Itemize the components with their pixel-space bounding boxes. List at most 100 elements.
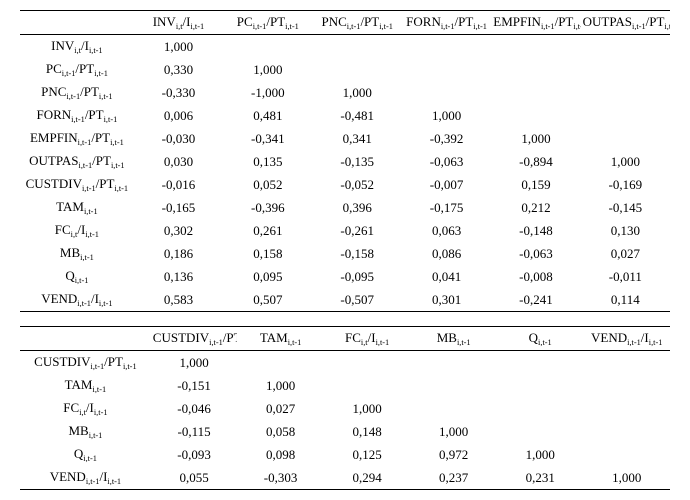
cell: -0,135	[313, 150, 402, 173]
cell: 0,027	[237, 397, 324, 420]
cell: 1,000	[134, 35, 223, 59]
cell: -0,115	[151, 420, 238, 443]
table-row: INVi,t/Ii,t-11,000	[20, 35, 670, 59]
row-label: EMPFINi,t-1/PTi,t-1	[20, 127, 134, 150]
cell: 0,027	[581, 242, 670, 265]
cell: 1,000	[313, 81, 402, 104]
table2-header: VENDi,t-1/Ii,t-1	[583, 327, 670, 351]
cell: -0,894	[491, 150, 580, 173]
cell: 1,000	[237, 374, 324, 397]
table-row: Qi,t-10,1360,095-0,0950,041-0,008-0,011	[20, 265, 670, 288]
cell: 0,159	[491, 173, 580, 196]
cell: -0,341	[223, 127, 312, 150]
cell	[497, 420, 584, 443]
table-row: FORNi,t-1/PTi,t-10,0060,481-0,4811,000	[20, 104, 670, 127]
row-label: PNCi,t-1/PTi,t-1	[20, 81, 134, 104]
cell: 0,125	[324, 443, 411, 466]
cell: 0,148	[324, 420, 411, 443]
cell: 0,095	[223, 265, 312, 288]
cell: 0,055	[151, 466, 238, 490]
cell: 0,058	[237, 420, 324, 443]
cell	[497, 351, 584, 375]
cell: -0,095	[313, 265, 402, 288]
cell: -0,011	[581, 265, 670, 288]
cell: 0,030	[134, 150, 223, 173]
cell	[324, 374, 411, 397]
cell: 0,330	[134, 58, 223, 81]
cell	[313, 35, 402, 59]
cell: -0,008	[491, 265, 580, 288]
cell: -0,175	[402, 196, 491, 219]
cell: 1,000	[491, 127, 580, 150]
row-label: FCi,t/Ii,t-1	[20, 397, 151, 420]
cell: -0,169	[581, 173, 670, 196]
cell: -0,507	[313, 288, 402, 312]
row-label: CUSTDIVi,t-1/PTi,t-1	[20, 351, 151, 375]
cell: -0,330	[134, 81, 223, 104]
cell	[491, 35, 580, 59]
correlation-table-2: CUSTDIVi,t-1/PTi,t-1 TAMi,t-1 FCi,t/Ii,t…	[20, 326, 670, 490]
row-label: PCi,t-1/PTi,t-1	[20, 58, 134, 81]
table-row: Qi,t-1-0,0930,0980,1250,9721,000	[20, 443, 670, 466]
cell: 0,130	[581, 219, 670, 242]
cell: 1,000	[324, 397, 411, 420]
row-label: OUTPASi,t-1/PTi,t-1	[20, 150, 134, 173]
cell: -0,063	[402, 150, 491, 173]
cell	[410, 351, 497, 375]
cell: 0,294	[324, 466, 411, 490]
cell: 1,000	[151, 351, 238, 375]
cell: 0,114	[581, 288, 670, 312]
cell: 1,000	[402, 104, 491, 127]
cell	[223, 35, 312, 59]
table1-header: PCi,t-1/PTi,t-1	[223, 11, 312, 35]
cell: -0,030	[134, 127, 223, 150]
table2-header-row: CUSTDIVi,t-1/PTi,t-1 TAMi,t-1 FCi,t/Ii,t…	[20, 327, 670, 351]
cell	[491, 58, 580, 81]
cell: -0,145	[581, 196, 670, 219]
row-label: Qi,t-1	[20, 443, 151, 466]
cell	[402, 58, 491, 81]
cell	[402, 35, 491, 59]
cell: 0,481	[223, 104, 312, 127]
row-label: TAMi,t-1	[20, 196, 134, 219]
cell: -1,000	[223, 81, 312, 104]
table-row: OUTPASi,t-1/PTi,t-10,0300,135-0,135-0,06…	[20, 150, 670, 173]
row-label: VENDi,t-1/Ii,t-1	[20, 288, 134, 312]
cell: 1,000	[583, 466, 670, 490]
table-row: FCi,t/Ii,t-1-0,0460,0271,000	[20, 397, 670, 420]
cell: 0,261	[223, 219, 312, 242]
cell	[313, 58, 402, 81]
cell: -0,392	[402, 127, 491, 150]
cell: 0,135	[223, 150, 312, 173]
table1-header: FORNi,t-1/PTi,t-1	[402, 11, 491, 35]
cell: 0,341	[313, 127, 402, 150]
cell: 1,000	[223, 58, 312, 81]
cell: 1,000	[410, 420, 497, 443]
table-row: MBi,t-10,1860,158-0,1580,086-0,0630,027	[20, 242, 670, 265]
table2-header: Qi,t-1	[497, 327, 584, 351]
cell: -0,148	[491, 219, 580, 242]
cell: -0,151	[151, 374, 238, 397]
table-row: TAMi,t-1-0,1511,000	[20, 374, 670, 397]
row-label: INVi,t/Ii,t-1	[20, 35, 134, 59]
cell: 0,396	[313, 196, 402, 219]
cell	[491, 81, 580, 104]
cell	[581, 35, 670, 59]
table-row: CUSTDIVi,t-1/PTi,t-11,000	[20, 351, 670, 375]
row-label: FORNi,t-1/PTi,t-1	[20, 104, 134, 127]
cell: 0,237	[410, 466, 497, 490]
table2-header: CUSTDIVi,t-1/PTi,t-1	[151, 327, 238, 351]
cell: 0,006	[134, 104, 223, 127]
cell: -0,165	[134, 196, 223, 219]
cell: 0,136	[134, 265, 223, 288]
cell	[581, 104, 670, 127]
cell: -0,303	[237, 466, 324, 490]
cell	[497, 397, 584, 420]
table2-body: CUSTDIVi,t-1/PTi,t-11,000TAMi,t-1-0,1511…	[20, 351, 670, 490]
table-row: CUSTDIVi,t-1/PTi,t-1-0,0160,052-0,052-0,…	[20, 173, 670, 196]
cell: 1,000	[497, 443, 584, 466]
cell: 0,212	[491, 196, 580, 219]
row-label: Qi,t-1	[20, 265, 134, 288]
cell: 0,302	[134, 219, 223, 242]
table1-header-row: INVi,t/Ii,t-1 PCi,t-1/PTi,t-1 PNCi,t-1/P…	[20, 11, 670, 35]
